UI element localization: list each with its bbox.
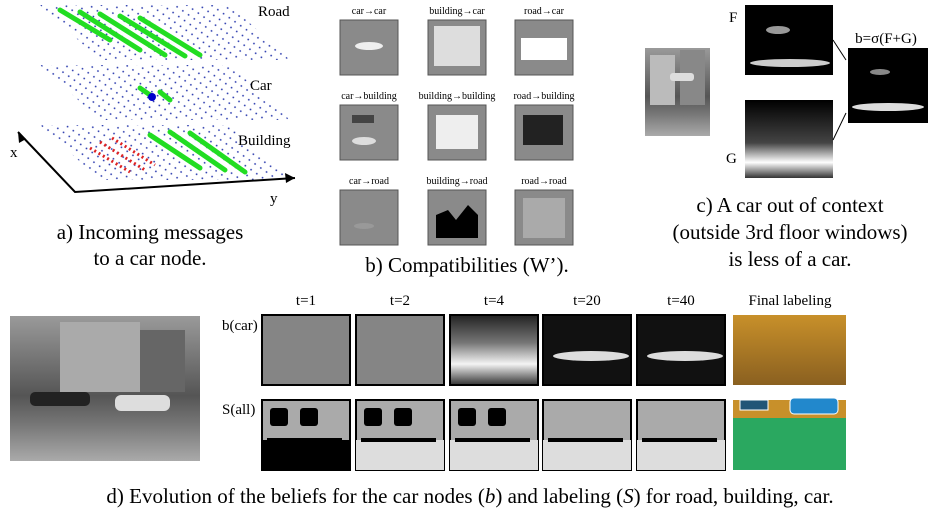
belief-tile	[262, 315, 350, 385]
car-strip	[642, 438, 717, 442]
tile-label: building→building	[419, 91, 496, 102]
layer-label: Building	[238, 133, 291, 149]
b-blob	[870, 69, 890, 75]
panel-c: F G b=σ(F+G) c) A car out of context (ou…	[645, 5, 928, 271]
car-node	[148, 93, 156, 101]
belief-tile	[543, 315, 631, 385]
tile-label: building→car	[429, 6, 485, 17]
car-overlay	[790, 398, 838, 414]
car-strip	[361, 438, 436, 442]
panel-a: Road Car Building x y a) Incoming messag…	[10, 4, 295, 270]
tile-label: car→building	[341, 91, 397, 102]
g-label: G	[726, 151, 737, 167]
car-overlay	[740, 400, 768, 410]
building-block	[488, 408, 506, 426]
road-region	[637, 440, 725, 470]
caption-part: d) Evolution of the beliefs for the car …	[106, 484, 484, 508]
road-region	[543, 440, 631, 470]
panel-b: b) Compatibilities (W’). car→car building…	[340, 6, 575, 277]
car	[670, 73, 694, 81]
building-block	[394, 408, 412, 426]
building-block	[270, 408, 288, 426]
belief-tile	[637, 315, 725, 385]
final-label: Final labeling	[749, 293, 832, 309]
f-blob	[750, 59, 830, 67]
row-label: b(car)	[222, 318, 258, 334]
caption-part: ) and labeling (	[495, 484, 623, 508]
axis-label: x	[10, 145, 18, 161]
axis-label: y	[270, 191, 278, 207]
b-map	[848, 48, 928, 123]
final-tile	[733, 315, 846, 385]
final-labeling	[733, 315, 846, 470]
pattern	[436, 115, 478, 149]
tile-label: road→road	[521, 176, 567, 187]
building-block	[458, 408, 476, 426]
pattern	[355, 42, 383, 50]
caption: c) A car out of context	[696, 193, 883, 217]
tile	[340, 105, 398, 160]
caption-part: b	[485, 484, 496, 508]
time-label: t=20	[573, 293, 601, 309]
f-blob	[766, 26, 790, 34]
row-label: S(all)	[222, 402, 255, 418]
belief-blob	[647, 351, 723, 361]
pattern	[354, 223, 374, 229]
time-label: t=1	[296, 293, 316, 309]
car-strip	[455, 438, 530, 442]
caption-part: S	[623, 484, 634, 508]
arrow	[18, 132, 26, 143]
tile-label: car→car	[352, 6, 387, 17]
time-label: t=4	[484, 293, 505, 309]
tile-label: road→car	[524, 6, 565, 17]
figure: Road Car Building x y a) Incoming messag…	[0, 0, 941, 512]
pattern	[352, 115, 374, 123]
caption: is less of a car.	[728, 247, 851, 271]
belief-tile	[450, 315, 538, 385]
f-label: F	[729, 10, 737, 26]
pattern	[521, 38, 567, 60]
arrow	[833, 40, 846, 60]
road-region	[356, 440, 444, 470]
tile-label: building→road	[426, 176, 487, 187]
tile-label: road→building	[513, 91, 574, 102]
caption: a) Incoming messages	[57, 220, 244, 244]
building	[140, 330, 185, 392]
g-map	[745, 100, 833, 178]
layer-label: Road	[258, 4, 290, 20]
caption: b) Compatibilities (W’).	[365, 253, 569, 277]
pattern	[352, 137, 376, 145]
caption-part: ) for road, building, car.	[634, 484, 834, 508]
formula: b=σ(F+G)	[855, 31, 917, 47]
caption: d) Evolution of the beliefs for the car …	[106, 484, 833, 508]
tile	[340, 190, 398, 245]
caption: (outside 3rd floor windows)	[672, 220, 907, 244]
road-region	[450, 440, 538, 470]
pattern	[434, 26, 480, 66]
building-block	[300, 408, 318, 426]
pattern	[523, 115, 563, 145]
building-block	[364, 408, 382, 426]
arrow	[285, 173, 295, 183]
panel-d: d) Evolution of the beliefs for the car …	[10, 293, 846, 508]
car	[30, 392, 90, 406]
road-region	[262, 440, 350, 470]
time-label: t=40	[667, 293, 695, 309]
b-blob	[852, 103, 924, 111]
tile-label: car→road	[349, 176, 389, 187]
time-label: t=2	[390, 293, 410, 309]
belief-tile	[356, 315, 444, 385]
car-strip	[267, 438, 342, 442]
caption: to a car node.	[93, 246, 206, 270]
pattern	[523, 198, 565, 238]
car	[115, 395, 170, 411]
building	[60, 322, 140, 392]
layer-label: Car	[250, 78, 272, 94]
arrow	[833, 113, 846, 140]
belief-blob	[553, 351, 629, 361]
car-strip	[548, 438, 623, 442]
